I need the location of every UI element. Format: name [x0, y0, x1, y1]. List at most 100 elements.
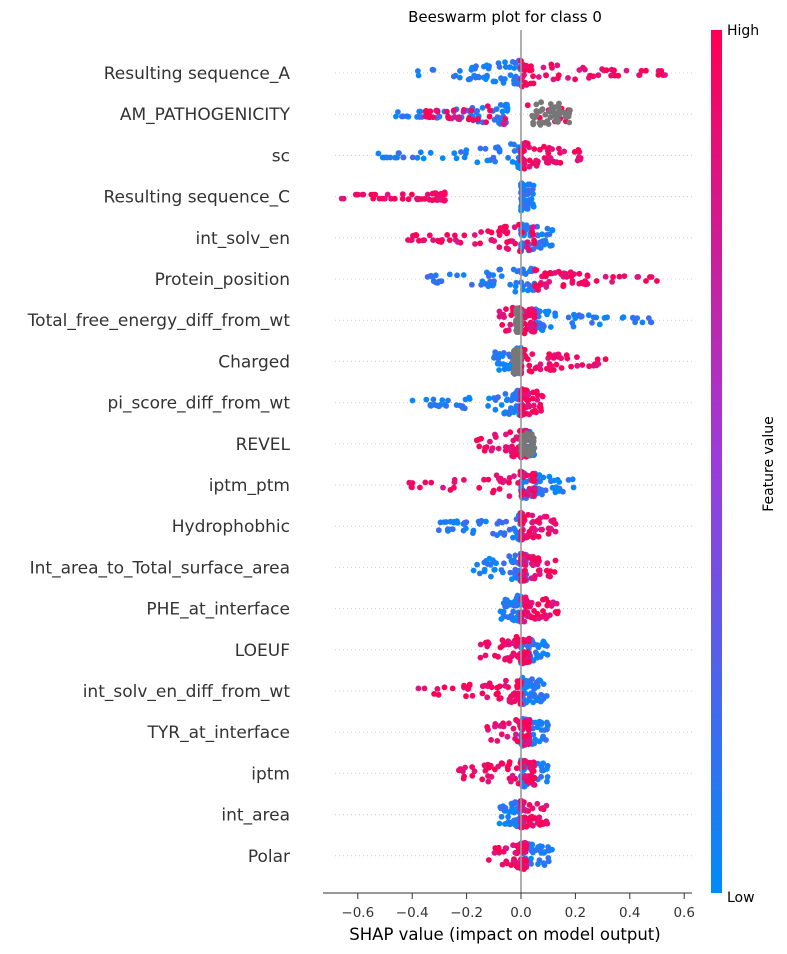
shap-dot	[486, 395, 492, 402]
shap-dot	[537, 239, 543, 246]
shap-dot	[552, 521, 559, 527]
shap-dot	[417, 484, 423, 491]
shap-dot	[512, 283, 519, 290]
shap-dot	[507, 72, 514, 78]
shap-dot	[616, 273, 623, 280]
shap-dot	[409, 191, 415, 198]
shap-dot	[535, 652, 541, 659]
shap-dot	[490, 489, 496, 496]
shap-dot	[460, 775, 467, 782]
chart-title: Beeswarm plot for class 0	[408, 8, 602, 26]
shap-dot	[352, 191, 359, 198]
shap-dot	[521, 618, 528, 625]
shap-dot	[567, 269, 574, 276]
shap-dot-missing	[515, 359, 522, 366]
shap-dot	[435, 527, 442, 534]
shap-dot	[543, 284, 550, 290]
shap-dot	[582, 66, 588, 73]
shap-dot	[540, 860, 547, 867]
shap-dot	[521, 165, 528, 172]
shap-dot	[537, 146, 543, 153]
shap-dot	[496, 308, 503, 315]
shap-dot	[560, 283, 567, 290]
shap-dot	[527, 200, 534, 207]
shap-dot	[548, 518, 555, 524]
shap-dot	[477, 654, 484, 661]
shap-dot	[521, 72, 527, 78]
shap-dot-missing	[539, 106, 546, 112]
shap-dot	[450, 73, 457, 80]
shap-dot	[540, 596, 546, 603]
shap-dot	[391, 195, 398, 202]
x-tick-label: −0.6	[341, 905, 374, 921]
shap-dot	[420, 155, 427, 162]
shap-dot	[498, 75, 504, 82]
shap-dot	[540, 639, 547, 645]
shap-dot	[534, 800, 541, 807]
shap-dot	[444, 108, 450, 115]
feature-label: int_solv_en	[196, 229, 290, 249]
shap-dot	[461, 232, 468, 239]
shap-dot	[512, 821, 518, 828]
shap-dot	[541, 323, 547, 330]
shap-dot	[476, 570, 483, 577]
shap-dot	[593, 278, 600, 284]
shap-dot	[424, 274, 431, 280]
shap-dot	[488, 573, 494, 580]
shap-dot	[546, 278, 553, 285]
shap-dot	[453, 155, 460, 162]
colorbar-title: Feature value	[761, 416, 777, 512]
colorbar-low-label: Low	[727, 890, 755, 906]
shap-dot	[478, 229, 484, 235]
shap-dot	[490, 154, 497, 161]
shap-dot	[530, 224, 537, 230]
shap-dot	[529, 641, 536, 648]
shap-dot	[433, 279, 439, 286]
shap-dot	[554, 62, 561, 69]
shap-dot	[526, 67, 533, 74]
shap-dot	[531, 493, 537, 500]
shap-dot	[526, 802, 533, 808]
shap-dot	[511, 569, 518, 576]
shap-dot	[502, 656, 508, 663]
shap-dot	[531, 686, 538, 692]
shap-dot	[522, 757, 528, 764]
shap-dot	[469, 692, 476, 699]
shap-dot	[540, 474, 547, 481]
shap-dot	[552, 528, 559, 535]
shap-dot	[424, 109, 430, 115]
shap-dot	[541, 155, 548, 161]
shap-dot-missing	[547, 114, 554, 121]
shap-dot	[430, 237, 436, 244]
shap-dot	[454, 272, 460, 279]
shap-dot	[499, 108, 506, 115]
shap-dot	[523, 637, 530, 644]
shap-dot	[523, 807, 529, 813]
shap-dot	[530, 699, 537, 706]
shap-dot	[485, 273, 492, 279]
shap-dot	[523, 63, 530, 70]
shap-dot	[538, 805, 544, 812]
shap-dot	[655, 72, 662, 78]
shap-dot	[503, 845, 510, 852]
shap-dot	[418, 196, 425, 202]
shap-dot	[488, 229, 495, 236]
shap-dot	[546, 473, 553, 480]
shap-dot	[513, 529, 519, 535]
shap-dot	[479, 683, 486, 690]
shap-dot	[574, 354, 580, 360]
shap-dot	[525, 287, 531, 294]
shap-dot	[530, 562, 536, 569]
shap-dot	[512, 552, 519, 559]
feature-label: iptm_ptm	[209, 476, 290, 496]
shap-dot	[538, 764, 545, 770]
shap-dot	[513, 575, 520, 581]
feature-label: iptm	[251, 764, 290, 784]
shap-dot	[530, 80, 537, 87]
shap-dot	[531, 740, 538, 747]
shap-dot-missing	[533, 101, 540, 108]
shap-dot	[543, 273, 549, 280]
shap-dot	[522, 773, 529, 780]
x-tick-label: −0.2	[450, 905, 483, 921]
